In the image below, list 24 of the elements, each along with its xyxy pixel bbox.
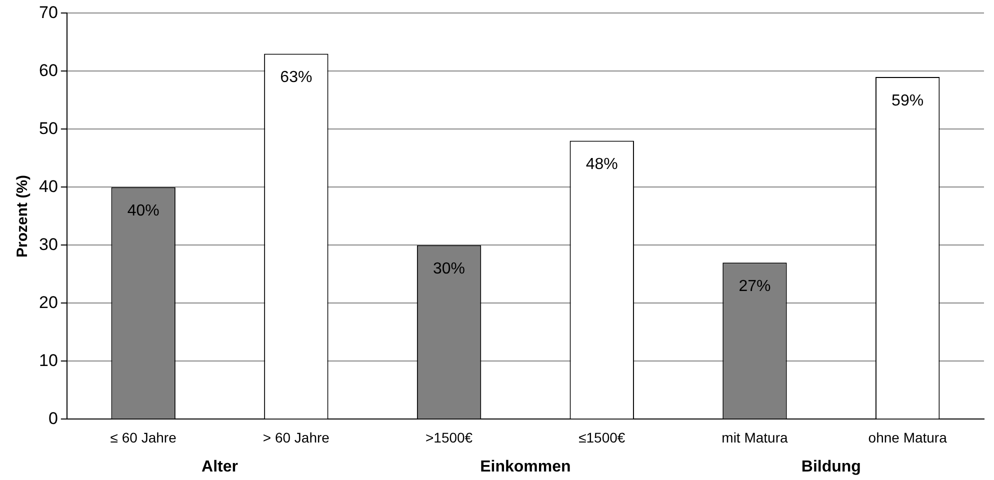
y-tick-label: 0 (48, 408, 58, 428)
data-label: 27% (738, 278, 771, 296)
x-tick-label: ohne Matura (868, 429, 948, 446)
text: Einkommen (480, 458, 571, 476)
x-tick-label: mit Matura (722, 429, 788, 446)
data-label: 59% (892, 92, 924, 110)
data-label: 40% (127, 202, 160, 220)
y-axis-title: Prozent (%) (14, 174, 32, 258)
text: Alter (202, 458, 238, 476)
y-tick-label: 50 (38, 118, 58, 138)
text: Bildung (801, 458, 861, 476)
x-tick-label: >1500€ (425, 429, 473, 446)
x-tick-label: > 60 Jahre (262, 429, 330, 446)
y-tick-label: 60 (38, 60, 58, 80)
y-tick-label: 20 (38, 292, 58, 312)
data-label: 48% (586, 156, 618, 174)
data-label: 30% (433, 260, 466, 278)
x-tick-label: ≤ 60 Jahre (110, 429, 177, 446)
y-tick-label: 40 (38, 176, 58, 196)
x-tick-label: ≤1500€ (578, 429, 626, 446)
data-label: 63% (280, 69, 312, 86)
y-tick-label: 10 (38, 350, 58, 370)
y-tick-label: 30 (38, 234, 58, 254)
y-tick-label: 70 (38, 2, 58, 22)
